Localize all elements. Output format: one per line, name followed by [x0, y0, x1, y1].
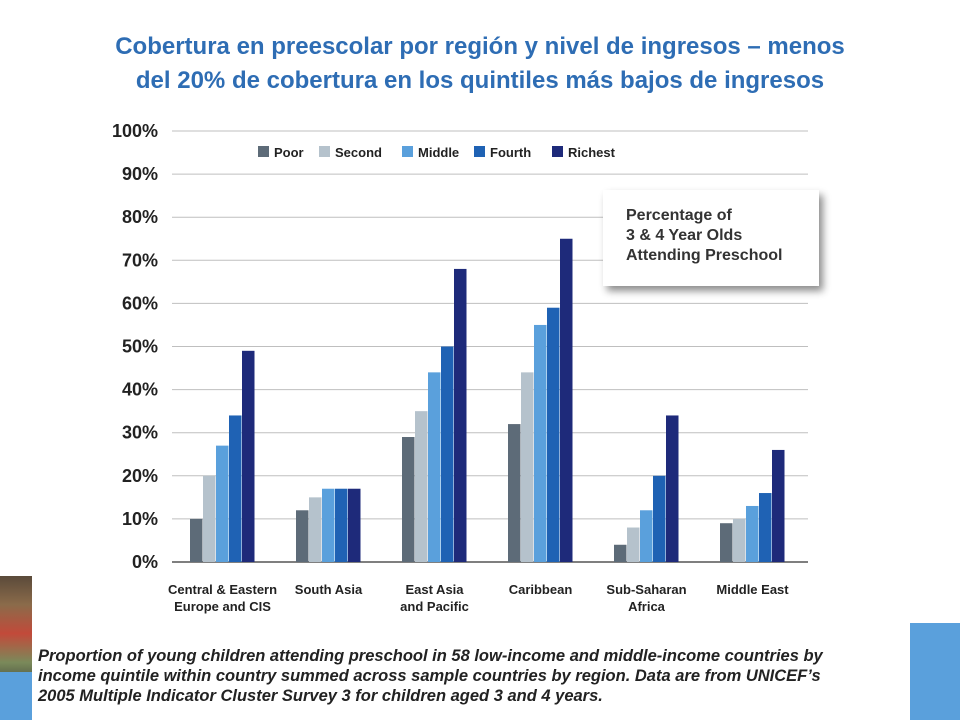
bar-fourth — [229, 415, 242, 562]
legend-label: Second — [335, 145, 382, 160]
slide-title-line-1: Cobertura en preescolar por región y niv… — [115, 33, 845, 60]
bar-chart: 0% 10% 20% 30% 40% 50% 60% 70% 80% 90% 100% Central… — [112, 121, 819, 614]
x-tick-label: and Pacific — [400, 599, 469, 614]
bar-richest — [666, 415, 679, 562]
bar-second — [309, 497, 322, 562]
x-tick-label: Caribbean — [509, 582, 573, 597]
accent-bar-right — [910, 623, 960, 720]
caption-line-3: 2005 Multiple Indicator Cluster Survey 3… — [38, 687, 603, 705]
bar-second — [415, 411, 428, 562]
bar-middle — [322, 488, 335, 562]
chart-caption: Proportion of young children attending p… — [38, 646, 908, 706]
legend-swatch-fourth — [474, 146, 485, 157]
y-tick-label: 40% — [122, 380, 158, 400]
y-tick-label: 80% — [122, 207, 158, 227]
y-tick-label: 60% — [122, 293, 158, 313]
x-tick-label: Central & Eastern — [168, 582, 277, 597]
x-tick-label: Middle East — [716, 582, 789, 597]
bar-middle — [534, 324, 547, 562]
legend-label: Richest — [568, 145, 616, 160]
bar-second — [203, 475, 216, 562]
caption-line-2: income quintile within country summed ac… — [38, 667, 821, 685]
bar-second — [521, 372, 534, 562]
annotation-text: 3 & 4 Year Olds — [626, 227, 742, 244]
bar-fourth — [547, 307, 560, 562]
bar-poor — [720, 523, 733, 562]
caption-line-1: Proportion of young children attending p… — [38, 647, 823, 665]
bar-richest — [772, 449, 785, 562]
legend-label: Fourth — [490, 145, 531, 160]
y-tick-label: 0% — [132, 552, 158, 572]
legend-label: Middle — [418, 145, 459, 160]
legend-swatch-middle — [402, 146, 413, 157]
bar-fourth — [653, 475, 666, 562]
bar-poor — [614, 544, 627, 562]
y-tick-label: 100% — [112, 121, 158, 141]
bar-second — [627, 527, 640, 562]
bar-richest — [242, 350, 255, 562]
bar-fourth — [335, 488, 348, 562]
x-tick-label: Sub-Saharan — [606, 582, 686, 597]
legend-swatch-poor — [258, 146, 269, 157]
bar-middle — [640, 510, 653, 562]
bar-poor — [402, 437, 415, 562]
y-tick-label: 10% — [122, 509, 158, 529]
bar-poor — [296, 510, 309, 562]
x-tick-label: South Asia — [295, 582, 363, 597]
annotation-text: Attending Preschool — [626, 247, 782, 264]
x-tick-label: Europe and CIS — [174, 599, 271, 614]
annotation-box — [603, 190, 819, 286]
y-tick-label: 70% — [122, 250, 158, 270]
legend-swatch-second — [319, 146, 330, 157]
bar-middle — [746, 505, 759, 562]
bar-middle — [428, 372, 441, 562]
x-tick-label: Africa — [628, 599, 666, 614]
slide-title: Cobertura en preescolar por región y niv… — [40, 30, 920, 98]
slide-title-line-2: del 20% de cobertura en los quintiles má… — [135, 67, 825, 94]
x-tick-label: East Asia — [405, 582, 464, 597]
y-tick-label: 20% — [122, 466, 158, 486]
bar-richest — [454, 268, 467, 562]
bar-poor — [508, 424, 521, 562]
accent-bar-left — [0, 672, 32, 720]
bar-richest — [348, 488, 361, 562]
annotation-text: Percentage of — [626, 207, 732, 224]
bar-fourth — [441, 346, 454, 562]
bar-second — [733, 518, 746, 562]
bar-fourth — [759, 493, 772, 562]
y-tick-label: 50% — [122, 337, 158, 357]
legend-label: Poor — [274, 145, 304, 160]
y-tick-label: 30% — [122, 423, 158, 443]
bar-middle — [216, 445, 229, 562]
bar-richest — [560, 238, 573, 562]
y-tick-label: 90% — [122, 164, 158, 184]
legend-swatch-richest — [552, 146, 563, 157]
bar-poor — [190, 518, 203, 562]
